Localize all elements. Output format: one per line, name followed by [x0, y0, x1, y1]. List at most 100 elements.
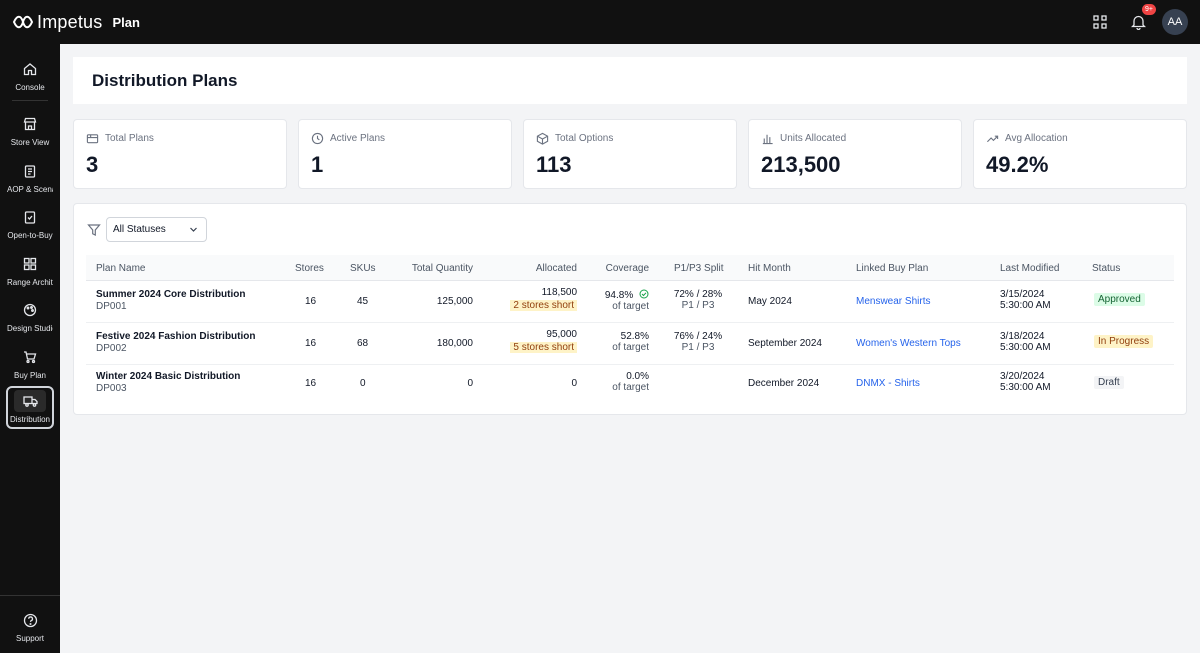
user-avatar[interactable]: AA [1162, 9, 1188, 35]
status-filter-value: All Statuses [113, 224, 166, 235]
column-header-stores[interactable]: Stores [295, 263, 324, 274]
last-modified-time: 5:30:00 AM [1000, 382, 1051, 393]
sidebar-divider [0, 595, 60, 596]
plan-id: DP002 [96, 343, 127, 354]
last-modified-date: 3/20/2024 [1000, 371, 1045, 382]
hit-month-cell: May 2024 [748, 296, 792, 307]
stat-value: 113 [536, 152, 572, 177]
status-filter-select[interactable]: All Statuses [106, 217, 207, 242]
coverage-cell: 52.8% of target [612, 331, 649, 353]
stat-label: Total Plans [105, 133, 154, 144]
apps-grid-button[interactable] [1090, 12, 1110, 32]
stat-label: Avg Allocation [1005, 133, 1068, 144]
allocated-cell: 95,000 5 stores short [510, 329, 577, 353]
stat-value: 49.2% [986, 152, 1049, 177]
linked-buy-plan-link[interactable]: DNMX - Shirts [856, 378, 920, 389]
store-icon [14, 113, 46, 135]
clock-icon [311, 132, 324, 145]
sidebar-item-range-architecture[interactable]: Range Architecture [0, 253, 60, 287]
coverage-subtext: of target [612, 382, 649, 393]
column-header-coverage[interactable]: Coverage [605, 263, 649, 274]
skus-cell: 0 [360, 378, 366, 389]
plan-name[interactable]: Summer 2024 Core Distribution [96, 289, 246, 300]
last-modified-cell: 3/18/2024 5:30:00 AM [1000, 331, 1051, 353]
sidebar-item-label: Range Architecture [7, 278, 53, 287]
notifications-badge: 9+ [1142, 4, 1156, 15]
hit-month-cell: September 2024 [748, 338, 822, 349]
status-badge: Approved [1094, 293, 1145, 306]
table-row[interactable]: Festive 2024 Fashion Distribution DP002 … [86, 323, 1174, 365]
column-header-status[interactable]: Status [1092, 263, 1121, 274]
status-cell: Approved [1094, 293, 1145, 306]
sidebar-item-store-view[interactable]: Store View [0, 113, 60, 147]
column-header-linked-buy-plan[interactable]: Linked Buy Plan [856, 263, 929, 274]
cart-icon [14, 346, 46, 368]
column-header-skus[interactable]: SKUs [350, 263, 376, 274]
table-row[interactable]: Summer 2024 Core Distribution DP001 16 4… [86, 281, 1174, 323]
plan-name-cell: Festive 2024 Fashion Distribution DP002 [96, 331, 255, 354]
clipboard-check-icon [14, 206, 46, 228]
skus-cell: 45 [357, 296, 369, 307]
linked-buy-plan-link[interactable]: Menswear Shirts [856, 296, 931, 307]
sidebar-item-label: Design Studio [7, 324, 53, 333]
notifications-button[interactable]: 9+ [1128, 4, 1156, 32]
truck-icon [14, 390, 46, 412]
split-cell: 72% / 28% P1 / P3 [673, 289, 723, 311]
last-modified-date: 3/18/2024 [1000, 331, 1045, 342]
trending-up-icon [986, 135, 999, 143]
status-cell: Draft [1094, 376, 1124, 389]
coverage-cell: 0.0% of target [612, 371, 649, 393]
stat-value: 3 [86, 152, 99, 177]
brand-logo[interactable]: Impetus [12, 12, 102, 33]
package-icon [86, 134, 99, 144]
last-modified-time: 5:30:00 AM [1000, 300, 1051, 311]
coverage-value: 94.8% [604, 290, 634, 301]
sidebar-item-support[interactable]: Support [0, 609, 60, 643]
stat-card-total-plans: Total Plans 3 [73, 119, 287, 189]
allocated-cell: 0 [571, 378, 577, 389]
impetus-logo-icon [12, 15, 34, 29]
column-header-hit-month[interactable]: Hit Month [748, 263, 791, 274]
coverage-value: 52.8% [620, 331, 649, 342]
plan-name[interactable]: Festive 2024 Fashion Distribution [96, 331, 256, 342]
total-quantity-cell: 0 [467, 378, 473, 389]
column-header-plan-name[interactable]: Plan Name [96, 263, 146, 274]
table-header: Plan Name Stores SKUs Total Quantity All… [86, 255, 1174, 281]
sidebar-item-distribution[interactable]: Distribution [6, 386, 54, 429]
sidebar-item-open-to-buy[interactable]: Open-to-Buy [0, 206, 60, 240]
brand-logo-text: Impetus [37, 11, 103, 32]
sidebar-item-console[interactable]: Console [0, 58, 60, 92]
stores-cell: 16 [305, 378, 317, 389]
home-icon [14, 58, 46, 80]
column-header-p1-p3-split[interactable]: P1/P3 Split [674, 263, 724, 274]
stores-short-badge: 5 stores short [510, 342, 577, 353]
sidebar-item-label: Distribution [9, 415, 50, 424]
sidebar-item-label: Store View [10, 138, 50, 147]
allocated-value: 118,500 [541, 287, 577, 298]
plan-name[interactable]: Winter 2024 Basic Distribution [96, 371, 241, 382]
stat-value: 213,500 [761, 152, 841, 177]
sidebar-item-aop-scenarios[interactable]: AOP & Scenarios [0, 160, 60, 194]
stores-short-badge: 2 stores short [510, 300, 577, 311]
table-row[interactable]: Winter 2024 Basic Distribution DP003 16 … [86, 365, 1174, 407]
sidebar-item-buy-plan[interactable]: Buy Plan [0, 346, 60, 380]
column-header-total-quantity[interactable]: Total Quantity [411, 263, 473, 274]
sidebar-item-label: Support [15, 634, 45, 643]
hit-month-cell: December 2024 [748, 378, 820, 389]
linked-buy-plan-link[interactable]: Women's Western Tops [856, 338, 961, 349]
app-title: Plan [112, 14, 140, 30]
apps-grid-icon [1093, 15, 1107, 29]
column-header-allocated[interactable]: Allocated [535, 263, 577, 274]
bell-icon [1130, 15, 1146, 30]
allocated-cell: 118,500 2 stores short [510, 287, 577, 311]
clipboard-icon [14, 160, 46, 182]
status-badge: Draft [1094, 376, 1124, 389]
split-cell: 76% / 24% P1 / P3 [673, 331, 723, 353]
split-value: 76% / 24% [673, 331, 723, 342]
sidebar-item-design-studio[interactable]: Design Studio [0, 299, 60, 333]
coverage-value: 0.0% [626, 371, 649, 382]
status-cell: In Progress [1094, 335, 1154, 348]
sidebar-item-label: Buy Plan [13, 371, 47, 380]
coverage-cell: 94.8% of target [605, 289, 649, 312]
column-header-last-modified[interactable]: Last Modified [1000, 263, 1060, 274]
